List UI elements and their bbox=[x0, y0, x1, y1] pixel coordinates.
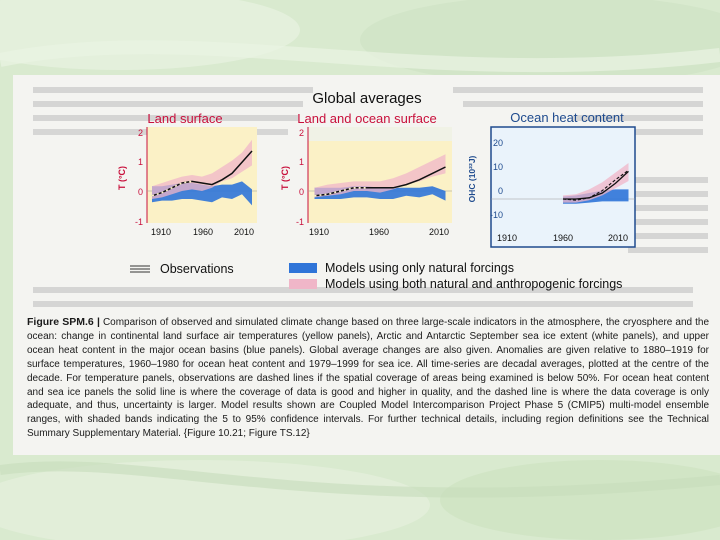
anthropogenic-forcing-band bbox=[314, 154, 446, 198]
land-ocean-panel: Land and ocean surface T (°C) 2 1 0 -1 1… bbox=[280, 111, 452, 237]
ocean-xtick: 1910 bbox=[497, 233, 517, 243]
observations-line bbox=[151, 150, 253, 197]
observations-dashed-line bbox=[562, 169, 629, 201]
natural-swatch-icon bbox=[289, 263, 317, 273]
observations-legend-icon bbox=[130, 265, 150, 273]
ocean-heat-panel: Ocean heat content OHC (10²²J) 20 10 0 -… bbox=[467, 110, 636, 248]
land-ytick: -1 bbox=[135, 217, 143, 227]
land-panel-background bbox=[147, 127, 257, 223]
observations-dashed-segment bbox=[151, 180, 193, 197]
legend-natural: Models using only natural forcings bbox=[289, 261, 514, 275]
land-xticks: 1910 1960 2010 bbox=[151, 227, 254, 237]
figure-legend: Observations Models using only natural f… bbox=[13, 257, 720, 297]
ocean-ylabel: OHC (10²²J) bbox=[467, 155, 477, 202]
legend-observations: Observations bbox=[128, 262, 234, 276]
ocean-ytick: 0 bbox=[498, 186, 503, 196]
land-ocean-panel-ocean-strip bbox=[308, 127, 452, 141]
land-ylabel: T (°C) bbox=[117, 166, 127, 190]
land-ocean-ytick: 0 bbox=[299, 187, 304, 197]
land-ocean-panel-title: Land and ocean surface bbox=[297, 111, 437, 126]
observations-line bbox=[314, 166, 446, 197]
ocean-ytick: 10 bbox=[493, 162, 503, 172]
ocean-yticks: 20 10 0 -10 bbox=[490, 138, 503, 220]
land-ytick: 1 bbox=[138, 157, 143, 167]
land-ytick: 0 bbox=[138, 187, 143, 197]
ocean-panel-title: Ocean heat content bbox=[510, 110, 624, 125]
land-ocean-xtick: 1960 bbox=[369, 227, 389, 237]
land-ocean-xticks: 1910 1960 2010 bbox=[309, 227, 449, 237]
land-ocean-ylabel: T (°C) bbox=[280, 166, 290, 190]
caption-label: Figure SPM.6 | bbox=[27, 316, 100, 328]
land-ytick: 2 bbox=[138, 128, 143, 138]
observations-dashed-segment bbox=[314, 187, 367, 197]
land-ocean-ytick: 2 bbox=[299, 128, 304, 138]
observations-solid-line bbox=[563, 170, 629, 200]
land-surface-panel: Land surface T (°C) 2 1 0 -1 1910 1960 2… bbox=[117, 111, 257, 237]
caption-text: Comparison of observed and simulated cli… bbox=[27, 317, 710, 440]
ocean-xticks: 1910 1960 2010 bbox=[497, 233, 628, 243]
ocean-ytick: 20 bbox=[493, 138, 503, 148]
land-xtick: 1910 bbox=[151, 227, 171, 237]
ocean-ytick: -10 bbox=[490, 210, 503, 220]
figure-slide: Global averages Land surface T (°C) 2 1 … bbox=[13, 75, 720, 455]
figure-caption: Figure SPM.6 | Comparison of observed an… bbox=[27, 316, 709, 441]
land-ocean-ytick: 1 bbox=[299, 157, 304, 167]
anthropogenic-forcing-band bbox=[152, 139, 252, 199]
land-xtick: 1960 bbox=[193, 227, 213, 237]
land-ocean-xtick: 2010 bbox=[429, 227, 449, 237]
anthropogenic-swatch-icon bbox=[289, 279, 317, 289]
legend-observations-label: Observations bbox=[160, 262, 234, 276]
land-panel-title: Land surface bbox=[147, 111, 222, 126]
legend-both: Models using both natural and anthropoge… bbox=[289, 277, 622, 291]
land-xtick: 2010 bbox=[234, 227, 254, 237]
ocean-xtick: 1960 bbox=[553, 233, 573, 243]
legend-natural-label: Models using only natural forcings bbox=[325, 261, 514, 275]
legend-both-label: Models using both natural and anthropoge… bbox=[325, 277, 623, 291]
land-yticks: 2 1 0 -1 bbox=[135, 128, 143, 227]
land-ocean-ytick: -1 bbox=[296, 217, 304, 227]
figure-title: Global averages bbox=[312, 90, 421, 107]
global-averages-figure: Global averages Land surface T (°C) 2 1 … bbox=[117, 90, 636, 248]
land-ocean-yticks: 2 1 0 -1 bbox=[296, 128, 304, 227]
ocean-xtick: 2010 bbox=[608, 233, 628, 243]
land-ocean-xtick: 1910 bbox=[309, 227, 329, 237]
